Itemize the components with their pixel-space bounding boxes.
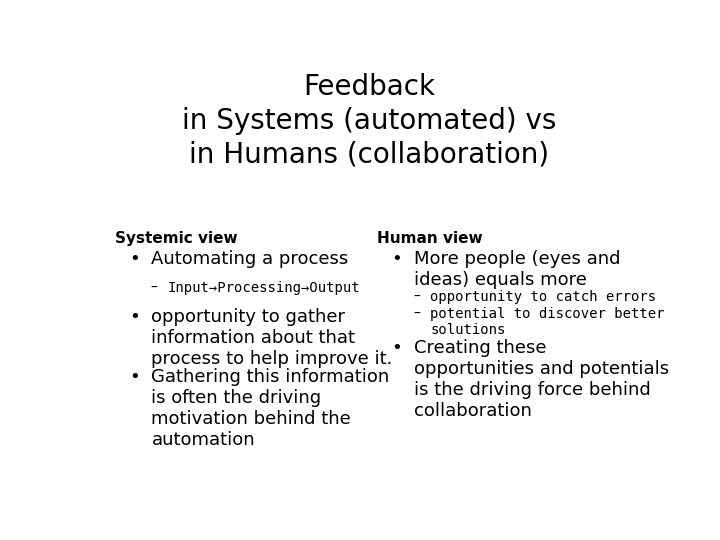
Text: Feedback
in Systems (automated) vs
in Humans (collaboration): Feedback in Systems (automated) vs in Hu… <box>182 73 556 168</box>
Text: •: • <box>130 308 140 326</box>
Text: •: • <box>130 250 140 268</box>
Text: –: – <box>413 307 420 321</box>
Text: –: – <box>413 290 420 303</box>
Text: Gathering this information
is often the driving
motivation behind the
automation: Gathering this information is often the … <box>151 368 390 449</box>
Text: Creating these
opportunities and potentials
is the driving force behind
collabor: Creating these opportunities and potenti… <box>414 339 669 421</box>
Text: Human view: Human view <box>377 231 483 246</box>
Text: More people (eyes and
ideas) equals more: More people (eyes and ideas) equals more <box>414 250 620 289</box>
Text: opportunity to catch errors: opportunity to catch errors <box>431 290 657 303</box>
Text: •: • <box>392 250 402 268</box>
Text: potential to discover better
solutions: potential to discover better solutions <box>431 307 665 338</box>
Text: opportunity to gather
information about that
process to help improve it.: opportunity to gather information about … <box>151 308 392 368</box>
Text: •: • <box>392 339 402 357</box>
Text: Automating a process: Automating a process <box>151 250 348 268</box>
Text: •: • <box>130 368 140 386</box>
Text: Input→Processing→Output: Input→Processing→Output <box>168 281 361 295</box>
Text: Systemic view: Systemic view <box>115 231 238 246</box>
Text: –: – <box>150 281 158 295</box>
